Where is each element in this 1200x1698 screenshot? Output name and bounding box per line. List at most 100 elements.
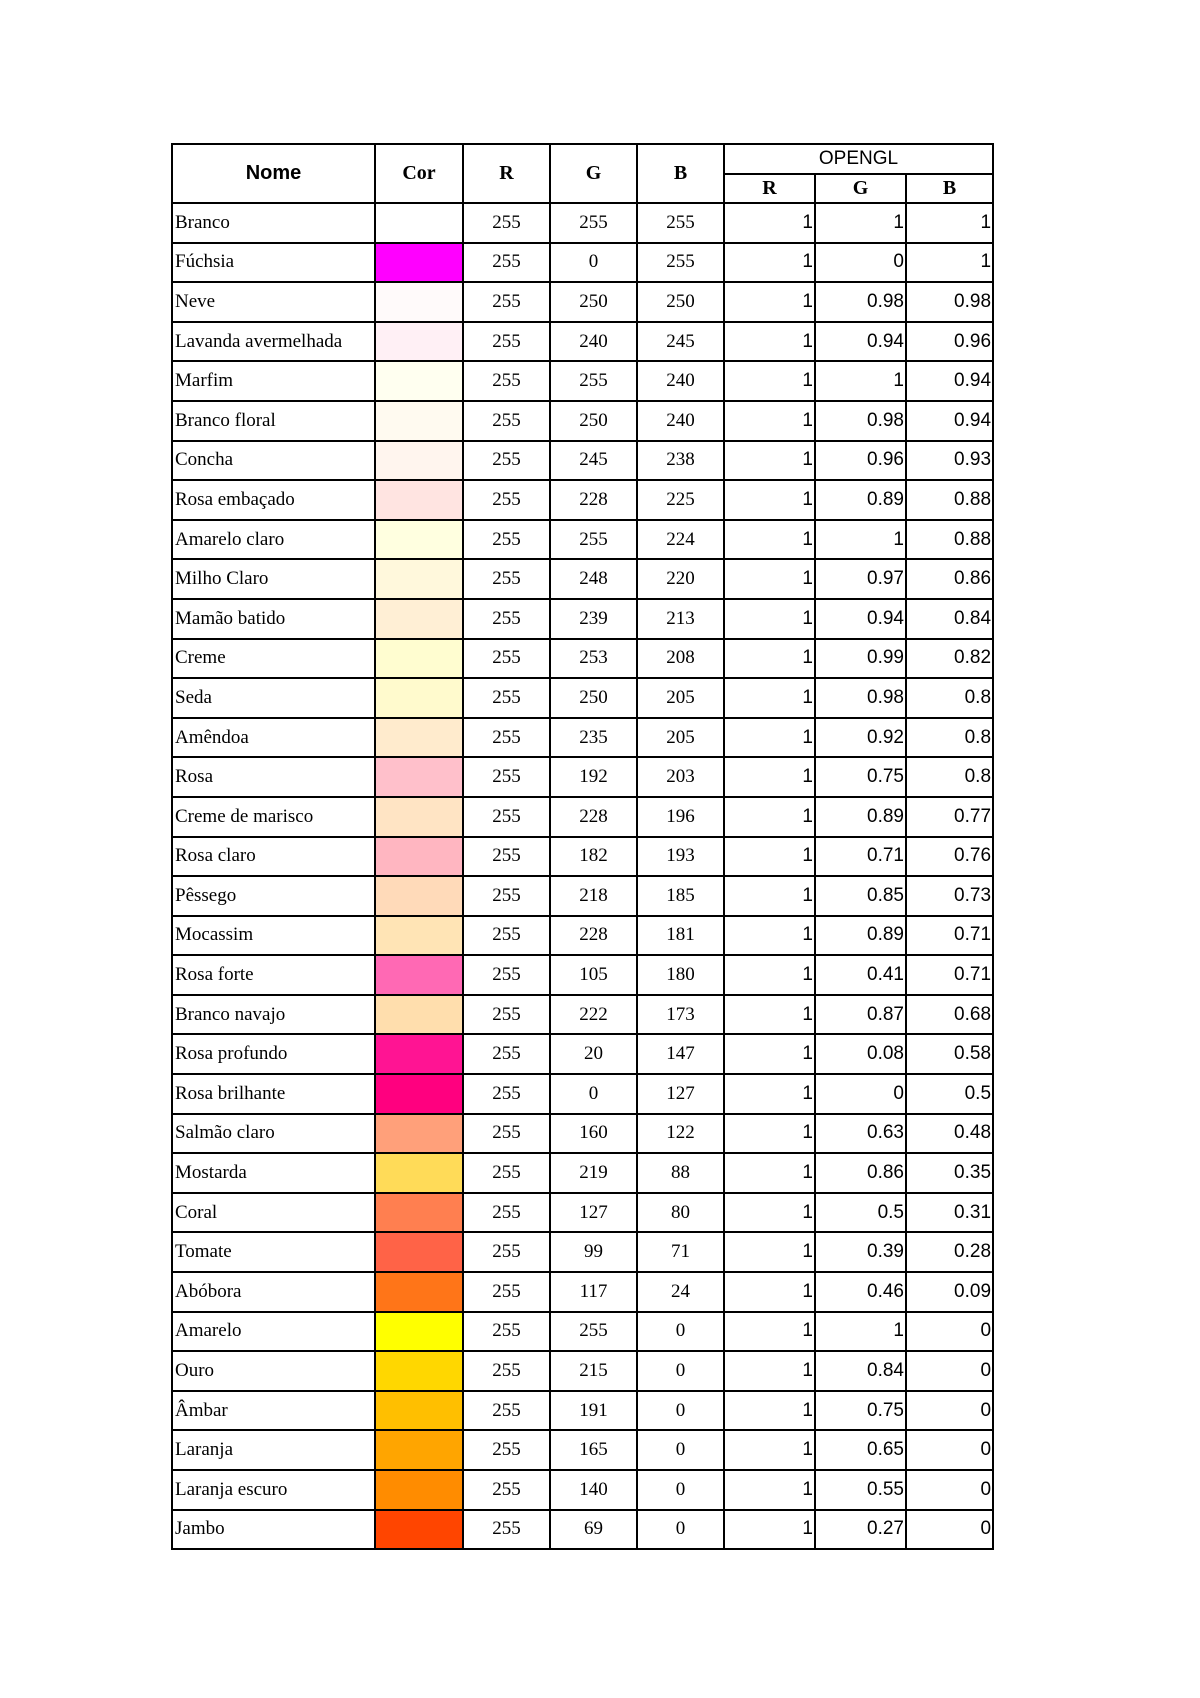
table-row: Branco navajo 255 222 173 1 0.87 0.68 [171, 993, 995, 1036]
opengl-g-cell: 1 [814, 202, 907, 244]
rgb-g-cell: 240 [549, 320, 638, 363]
color-name-cell: Mocassim [171, 914, 376, 957]
color-swatch [374, 1469, 464, 1511]
color-swatch [374, 439, 464, 482]
color-table: Nome Cor R G B OPENGL R G B Branco 255 255… [171, 143, 995, 1551]
header-opengl: OPENGL [722, 143, 995, 175]
rgb-g-cell: 253 [549, 637, 638, 680]
opengl-r-cell: 1 [723, 637, 816, 680]
color-swatch [374, 1310, 464, 1353]
opengl-g-cell: 1 [814, 360, 907, 402]
opengl-g-cell: 0.65 [814, 1429, 907, 1471]
rgb-r-cell: 255 [462, 756, 551, 798]
color-swatch [374, 1191, 464, 1234]
rgb-b-cell: 71 [636, 1231, 725, 1274]
rgb-b-cell: 205 [636, 716, 725, 759]
color-swatch [374, 993, 464, 1036]
opengl-b-cell: 0.68 [904, 993, 995, 1036]
rgb-r-cell: 255 [462, 1508, 551, 1551]
opengl-b-cell: 0.48 [904, 1112, 995, 1155]
opengl-b-cell: 0.73 [904, 875, 995, 917]
rgb-b-cell: 0 [636, 1429, 725, 1471]
rgb-b-cell: 224 [636, 518, 725, 561]
color-name-cell: Milho Claro [171, 558, 376, 600]
opengl-g-cell: 0.75 [814, 756, 907, 798]
opengl-r-cell: 1 [723, 202, 816, 244]
color-name-cell: Branco [171, 202, 376, 244]
color-name-cell: Branco floral [171, 399, 376, 442]
table-row: Mostarda 255 219 88 1 0.86 0.35 [171, 1152, 995, 1194]
color-swatch [374, 1271, 464, 1313]
color-swatch [374, 1389, 464, 1432]
header-r: R [462, 143, 551, 204]
opengl-b-cell: 0.94 [904, 399, 995, 442]
color-name-cell: Âmbar [171, 1389, 376, 1432]
color-swatch [374, 795, 464, 838]
rgb-g-cell: 140 [549, 1469, 638, 1511]
rgb-r-cell: 255 [462, 1389, 551, 1432]
opengl-r-cell: 1 [723, 1350, 816, 1392]
opengl-b-cell: 0.96 [904, 320, 995, 363]
opengl-r-cell: 1 [723, 716, 816, 759]
opengl-b-cell: 0.93 [904, 439, 995, 482]
rgb-r-cell: 255 [462, 835, 551, 878]
opengl-g-cell: 0.97 [814, 558, 907, 600]
rgb-g-cell: 215 [549, 1350, 638, 1392]
table-row: Abóbora 255 117 24 1 0.46 0.09 [171, 1271, 995, 1313]
rgb-g-cell: 160 [549, 1112, 638, 1155]
rgb-b-cell: 240 [636, 360, 725, 402]
color-name-cell: Laranja escuro [171, 1469, 376, 1511]
rgb-g-cell: 228 [549, 795, 638, 838]
rgb-b-cell: 0 [636, 1508, 725, 1551]
opengl-r-cell: 1 [723, 756, 816, 798]
opengl-r-cell: 1 [723, 241, 816, 284]
table-row: Mocassim 255 228 181 1 0.89 0.71 [171, 914, 995, 957]
rgb-g-cell: 235 [549, 716, 638, 759]
rgb-b-cell: 185 [636, 875, 725, 917]
table-row: Coral 255 127 80 1 0.5 0.31 [171, 1191, 995, 1234]
opengl-r-cell: 1 [723, 399, 816, 442]
opengl-g-cell: 0.98 [814, 281, 907, 323]
opengl-b-cell: 0.88 [904, 479, 995, 521]
rgb-g-cell: 255 [549, 202, 638, 244]
rgb-b-cell: 245 [636, 320, 725, 363]
color-swatch [374, 597, 464, 640]
color-swatch [374, 1073, 464, 1115]
color-swatch [374, 241, 464, 284]
rgb-g-cell: 0 [549, 1073, 638, 1115]
color-swatch [374, 1231, 464, 1274]
color-name-cell: Concha [171, 439, 376, 482]
rgb-r-cell: 255 [462, 1469, 551, 1511]
color-swatch [374, 1350, 464, 1392]
color-swatch [374, 320, 464, 363]
color-name-cell: Rosa [171, 756, 376, 798]
rgb-g-cell: 250 [549, 399, 638, 442]
opengl-r-cell: 1 [723, 1231, 816, 1274]
rgb-b-cell: 173 [636, 993, 725, 1036]
color-swatch [374, 875, 464, 917]
opengl-g-cell: 0.87 [814, 993, 907, 1036]
color-name-cell: Marfim [171, 360, 376, 402]
rgb-b-cell: 213 [636, 597, 725, 640]
rgb-g-cell: 255 [549, 518, 638, 561]
rgb-g-cell: 20 [549, 1033, 638, 1076]
table-row: Âmbar 255 191 0 1 0.75 0 [171, 1389, 995, 1432]
opengl-g-cell: 0.55 [814, 1469, 907, 1511]
opengl-b-cell: 0.88 [904, 518, 995, 561]
opengl-r-cell: 1 [723, 954, 816, 996]
color-swatch [374, 1033, 464, 1076]
rgb-b-cell: 238 [636, 439, 725, 482]
rgb-r-cell: 255 [462, 1033, 551, 1076]
rgb-g-cell: 245 [549, 439, 638, 482]
table-row: Rosa 255 192 203 1 0.75 0.8 [171, 756, 995, 798]
rgb-r-cell: 255 [462, 518, 551, 561]
color-swatch [374, 518, 464, 561]
rgb-b-cell: 24 [636, 1271, 725, 1313]
rgb-b-cell: 225 [636, 479, 725, 521]
rgb-r-cell: 255 [462, 716, 551, 759]
color-swatch [374, 835, 464, 878]
rgb-r-cell: 255 [462, 241, 551, 284]
rgb-g-cell: 192 [549, 756, 638, 798]
rgb-b-cell: 255 [636, 202, 725, 244]
color-swatch [374, 1152, 464, 1194]
